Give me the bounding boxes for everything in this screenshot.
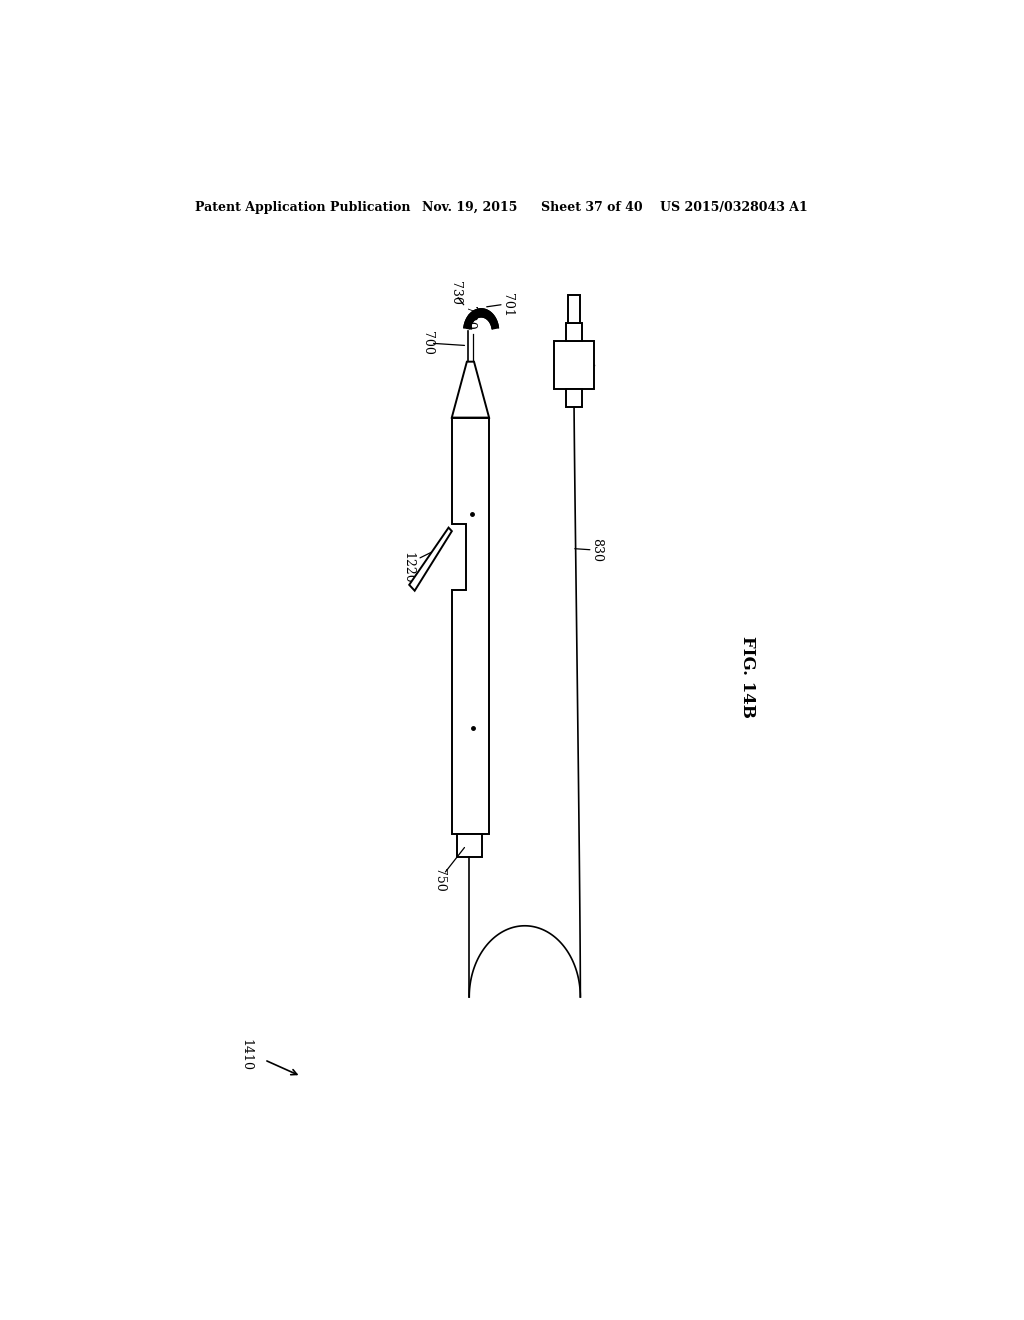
Bar [568,294,580,323]
Text: 830: 830 [590,537,603,562]
Text: 701: 701 [501,293,514,317]
Text: US 2015/0328043 A1: US 2015/0328043 A1 [659,201,808,214]
Polygon shape [452,417,489,834]
Text: 720: 720 [463,306,476,330]
Polygon shape [464,309,499,329]
Bar [457,834,482,857]
Bar [566,323,582,342]
Bar [566,389,582,408]
Text: Sheet 37 of 40: Sheet 37 of 40 [541,201,642,214]
Polygon shape [410,528,452,591]
Text: 1410: 1410 [239,1039,252,1071]
Text: 1220: 1220 [401,552,415,583]
Text: 700: 700 [422,331,434,355]
Text: FIG. 14B: FIG. 14B [738,636,756,718]
Text: 730: 730 [450,281,462,305]
Polygon shape [452,362,489,417]
Text: Patent Application Publication: Patent Application Publication [196,201,411,214]
Text: Nov. 19, 2015: Nov. 19, 2015 [422,201,517,214]
Bar [554,342,594,389]
Text: 750: 750 [433,869,446,892]
